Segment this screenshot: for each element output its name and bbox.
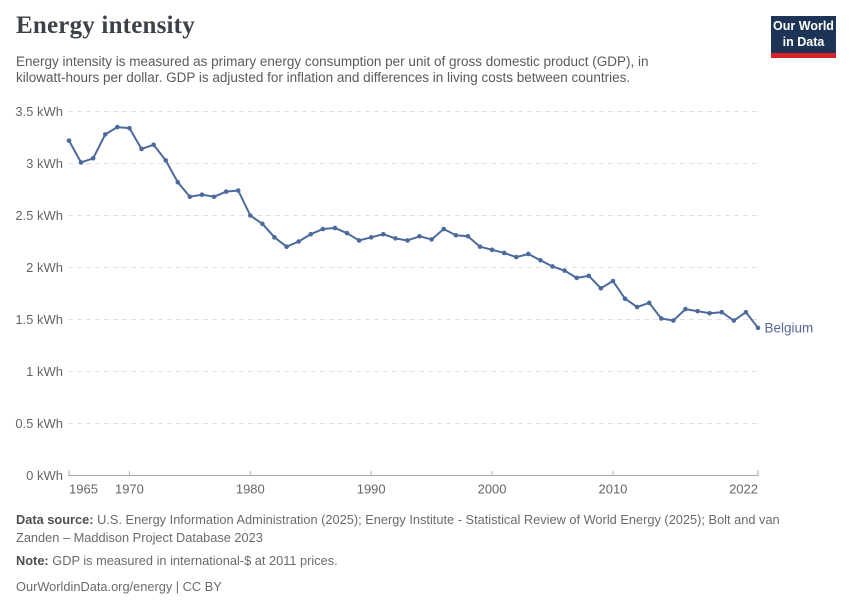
data-point[interactable] [102, 132, 108, 137]
data-point[interactable] [163, 158, 169, 163]
data-point[interactable] [622, 296, 628, 302]
data-point[interactable] [90, 156, 96, 161]
data-point[interactable] [320, 226, 326, 232]
data-point[interactable] [658, 316, 664, 321]
data-point[interactable] [755, 325, 761, 331]
note-text: GDP is measured in international-$ at 20… [52, 553, 338, 569]
data-point[interactable] [417, 234, 422, 239]
data-point[interactable] [223, 189, 229, 194]
x-tick-label: 2022 [729, 482, 758, 497]
data-point[interactable] [671, 318, 676, 323]
data-point[interactable] [550, 264, 555, 269]
note-label: Note: [16, 553, 49, 569]
x-tick-label: 1970 [115, 482, 144, 497]
data-point[interactable] [683, 306, 688, 312]
x-axis-line [68, 470, 759, 476]
data-point[interactable] [380, 231, 386, 237]
data-point[interactable] [296, 239, 301, 244]
x-tick-label: 1980 [236, 482, 265, 497]
data-point[interactable] [513, 254, 519, 260]
data-point[interactable] [562, 268, 567, 273]
x-tick-label: 2000 [478, 482, 507, 497]
data-point[interactable] [586, 273, 592, 279]
data-point[interactable] [526, 251, 531, 257]
data-point[interactable] [368, 235, 374, 240]
data-point[interactable] [538, 257, 543, 263]
chart-footer: Data source: U.S. Energy Information Adm… [16, 511, 806, 600]
y-tick-label: 2 kWh [26, 260, 63, 275]
y-tick-label: 0 kWh [26, 468, 63, 483]
data-point[interactable] [634, 304, 640, 310]
data-point[interactable] [235, 188, 241, 193]
owid-logo-red-bar [771, 53, 836, 58]
data-point[interactable] [477, 244, 483, 249]
data-point[interactable] [610, 278, 616, 284]
data-point[interactable] [731, 318, 737, 323]
data-point[interactable] [405, 238, 410, 243]
x-tick-label: 1965 [69, 482, 98, 497]
data-point[interactable] [66, 138, 72, 143]
data-point[interactable] [127, 125, 132, 131]
data-point[interactable] [356, 238, 362, 243]
data-point[interactable] [308, 231, 314, 237]
line-chart-canvas[interactable]: 0 kWh 0.5 kWh 1 kWh 1.5 kWh 2 kWh 2.5 kWh 3 kW… [0, 0, 850, 510]
x-tick-label: 2010 [598, 482, 627, 497]
data-point[interactable] [489, 247, 495, 253]
data-point[interactable] [151, 142, 156, 148]
data-line[interactable] [68, 126, 759, 329]
page-title: Energy intensity [16, 12, 195, 39]
data-point[interactable] [344, 230, 350, 236]
data-point[interactable] [441, 226, 447, 232]
data-point[interactable] [453, 232, 459, 238]
data-point[interactable] [284, 244, 289, 249]
y-tick-label: 1.5 kWh [15, 312, 63, 327]
data-point[interactable] [719, 309, 725, 315]
data-point[interactable] [260, 221, 265, 227]
series-end-label: Belgium [765, 320, 814, 335]
data-source-text: U.S. Energy Information Administration (… [16, 512, 780, 546]
y-tick-label: 3.5 kWh [15, 104, 63, 119]
data-point[interactable] [393, 236, 398, 241]
data-point[interactable] [743, 309, 749, 315]
data-point[interactable] [175, 179, 181, 185]
note-line: Note: GDP is measured in international-$… [16, 552, 806, 570]
y-tick-label: 2.5 kWh [15, 208, 63, 223]
data-point[interactable] [78, 160, 84, 165]
data-point[interactable] [429, 237, 434, 242]
data-point[interactable] [211, 194, 217, 200]
data-point[interactable] [574, 275, 579, 281]
data-point[interactable] [115, 124, 120, 130]
data-point[interactable] [139, 146, 144, 152]
x-tick-label: 1990 [357, 482, 386, 497]
license-link[interactable]: OurWorldinData.org/energy | CC BY [16, 579, 222, 595]
data-point[interactable] [465, 234, 471, 239]
y-tick-label: 3 kWh [26, 156, 63, 171]
data-point[interactable] [707, 310, 712, 316]
data-point[interactable] [248, 213, 253, 218]
data-point[interactable] [646, 300, 652, 306]
data-point[interactable] [598, 286, 604, 291]
data-point[interactable] [501, 250, 507, 256]
y-tick-label: 0.5 kWh [15, 416, 63, 431]
owid-logo-text: Our World in Data [771, 16, 836, 53]
data-point[interactable] [272, 235, 277, 240]
data-source-line: Data source: U.S. Energy Information Adm… [16, 511, 806, 547]
data-point[interactable] [332, 225, 338, 231]
y-tick-label: 1 kWh [26, 364, 63, 379]
data-point[interactable] [695, 308, 700, 314]
chart-subtitle: Energy intensity is measured as primary … [16, 54, 649, 85]
data-point[interactable] [199, 192, 205, 197]
data-source-label: Data source: [16, 512, 94, 527]
owid-logo[interactable]: Our World in Data [771, 16, 836, 58]
data-point[interactable] [187, 194, 193, 200]
